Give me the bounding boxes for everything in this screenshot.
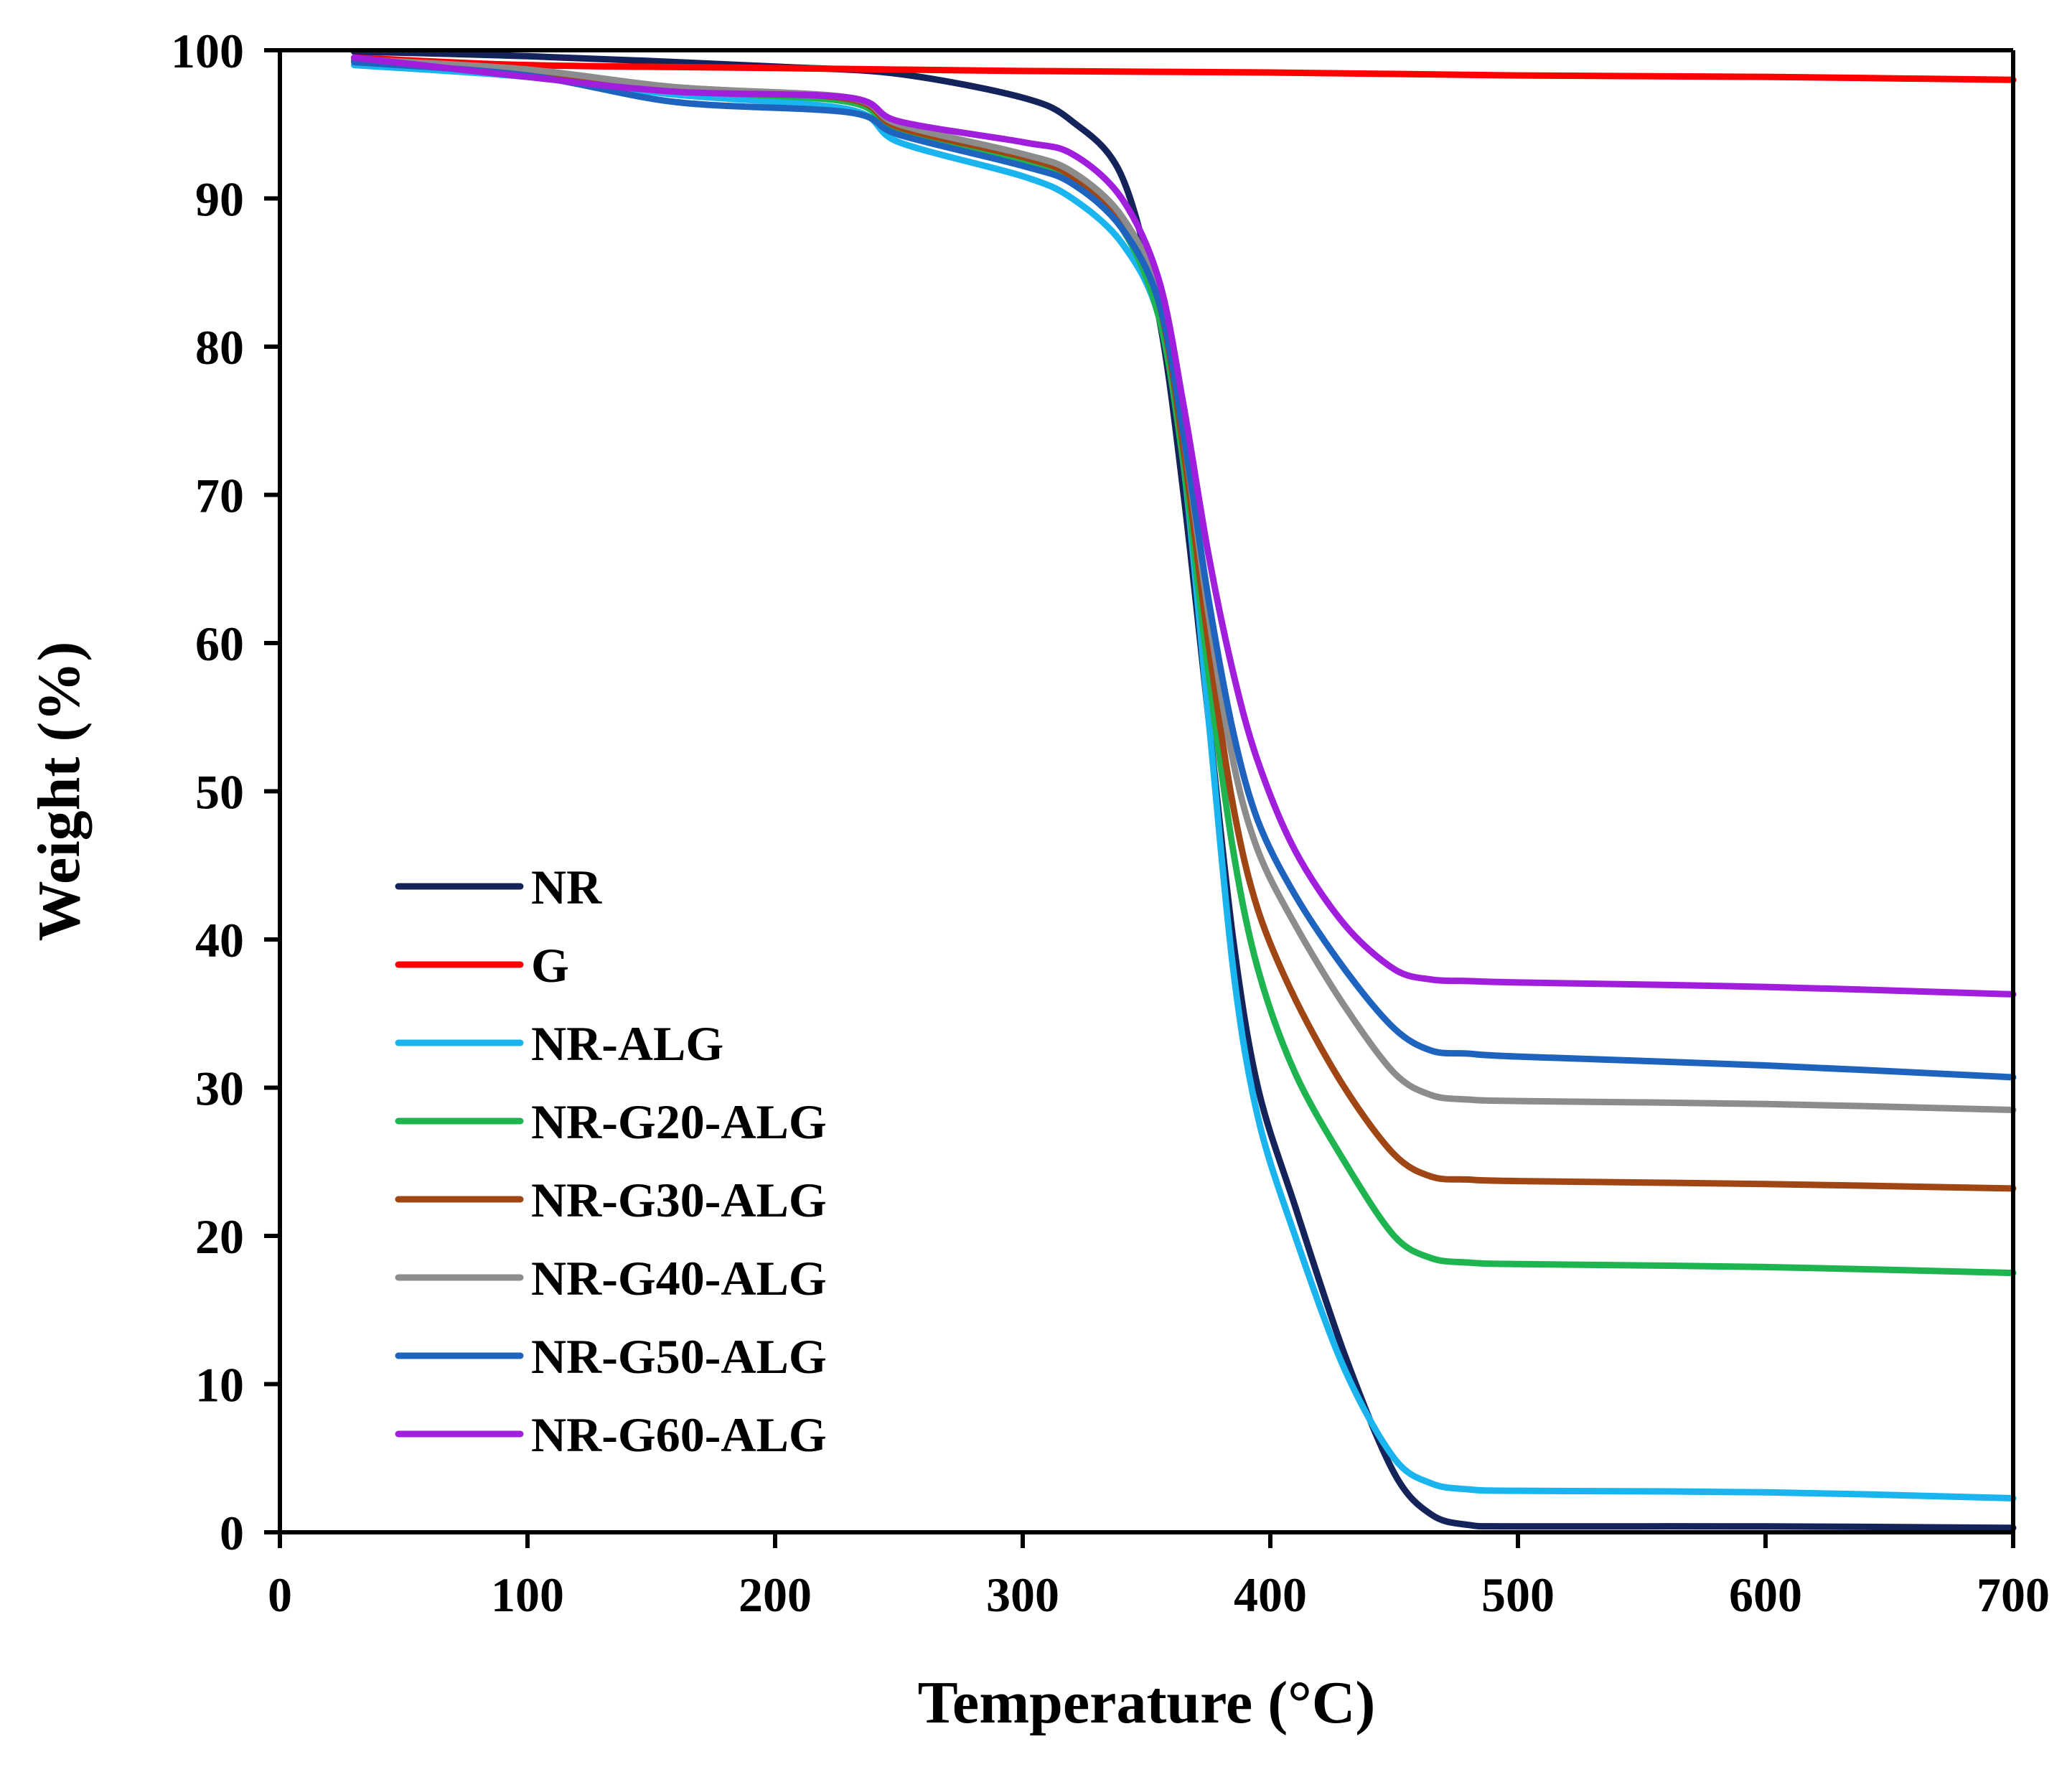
x-axis-title: Temperature (°C) [918,1669,1376,1736]
axes-layer: 0 100 200 300 400 500 600 700 0 10 20 30 40 50 60 70 80 9… [171,24,2050,1622]
legend-label-nr-g40-alg: NR-G40-ALG [531,1251,827,1306]
legend: NR G NR-ALG NR-G20-ALG NR-G30-ALG NR-G40-ALG N… [395,860,827,1462]
x-tick-label: 600 [1729,1567,1802,1622]
y-tick-label: 70 [195,469,244,523]
x-tick-label: 300 [986,1567,1059,1622]
series-line-g [351,54,2017,83]
legend-label-nr-g50-alg: NR-G50-ALG [531,1329,827,1384]
y-tick-label: 90 [195,172,244,227]
y-tick-label: 80 [195,320,244,375]
y-tick-label: 60 [195,617,244,671]
y-tick-label: 30 [195,1061,244,1116]
y-tick-label: 20 [195,1209,244,1264]
legend-label-g: G [531,938,569,993]
y-tick-label: 50 [195,765,244,820]
x-tick-label: 700 [1977,1567,2050,1622]
x-tick-label: 500 [1481,1567,1555,1622]
legend-label-nr-g20-alg: NR-G20-ALG [531,1095,827,1149]
series-layer [351,48,2017,1532]
legend-label-nr-alg: NR-ALG [531,1016,723,1071]
legend-label-nr-g30-alg: NR-G30-ALG [531,1173,827,1227]
y-tick-label: 100 [171,24,244,78]
legend-label-nr: NR [531,860,602,914]
x-tick-label: 200 [739,1567,812,1622]
y-tick-label: 40 [195,913,244,967]
series-line-nr-g50-alg [351,59,2017,1081]
y-tick-label: 10 [195,1358,244,1412]
x-tick-label: 400 [1234,1567,1307,1622]
x-tick-label: 0 [268,1567,292,1622]
legend-label-nr-g60-alg: NR-G60-ALG [531,1407,827,1462]
y-tick-label: 0 [220,1506,244,1560]
series-line-nr-g60-alg [351,54,2017,998]
x-tick-label: 100 [491,1567,564,1622]
y-axis-title: Weight (%) [26,642,93,942]
